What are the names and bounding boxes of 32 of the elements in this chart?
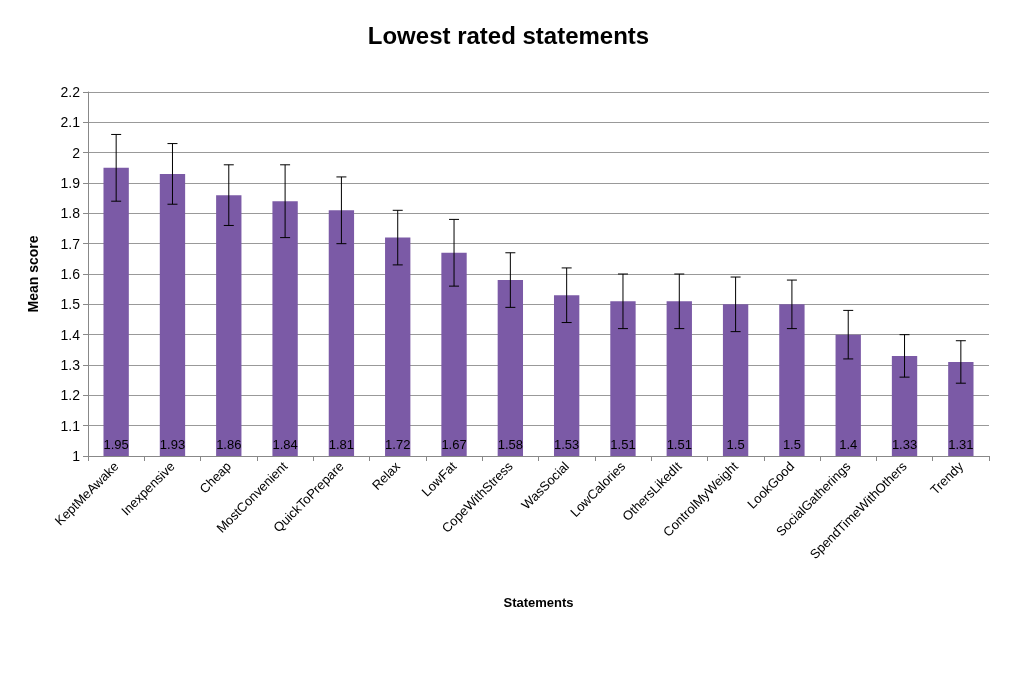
data-label: 1.4: [839, 437, 858, 452]
y-tick-label: 2: [72, 144, 81, 161]
y-tick-label: 1.6: [60, 266, 81, 282]
y-tick-label: 1.2: [60, 387, 81, 404]
y-axis-title: Mean score: [25, 235, 41, 313]
chart-title: Lowest rated statements: [367, 21, 650, 49]
data-label: 1.84: [272, 437, 298, 452]
y-tick-label: 2.1: [60, 114, 81, 131]
data-label: 1.5: [726, 437, 745, 452]
data-label: 1.86: [216, 437, 242, 452]
data-label: 1.95: [103, 437, 129, 452]
data-label: 1.58: [497, 437, 523, 452]
y-tick-label: 1.7: [60, 235, 81, 252]
data-label: 1.31: [948, 437, 974, 452]
data-label: 1.81: [328, 437, 355, 452]
data-label: 1.5: [782, 437, 801, 452]
y-tick-label: 2.2: [60, 84, 81, 100]
data-label: 1.51: [666, 437, 692, 452]
data-label: 1.53: [554, 437, 580, 452]
y-tick-label: 1.3: [60, 357, 81, 373]
y-tick-label: 1.5: [60, 296, 81, 313]
y-tick-label: 1.1: [60, 417, 81, 434]
x-axis-title: Statements: [503, 595, 574, 610]
data-label: 1.33: [891, 437, 918, 452]
y-tick-label: 1: [72, 448, 81, 464]
y-tick-label: 1.4: [60, 326, 81, 343]
y-tick-label: 1.8: [60, 205, 81, 222]
data-label: 1.67: [441, 437, 467, 452]
data-label: 1.72: [385, 437, 411, 452]
y-tick-label: 1.9: [60, 175, 81, 191]
data-label: 1.51: [610, 437, 636, 452]
data-label: 1.93: [159, 437, 186, 452]
